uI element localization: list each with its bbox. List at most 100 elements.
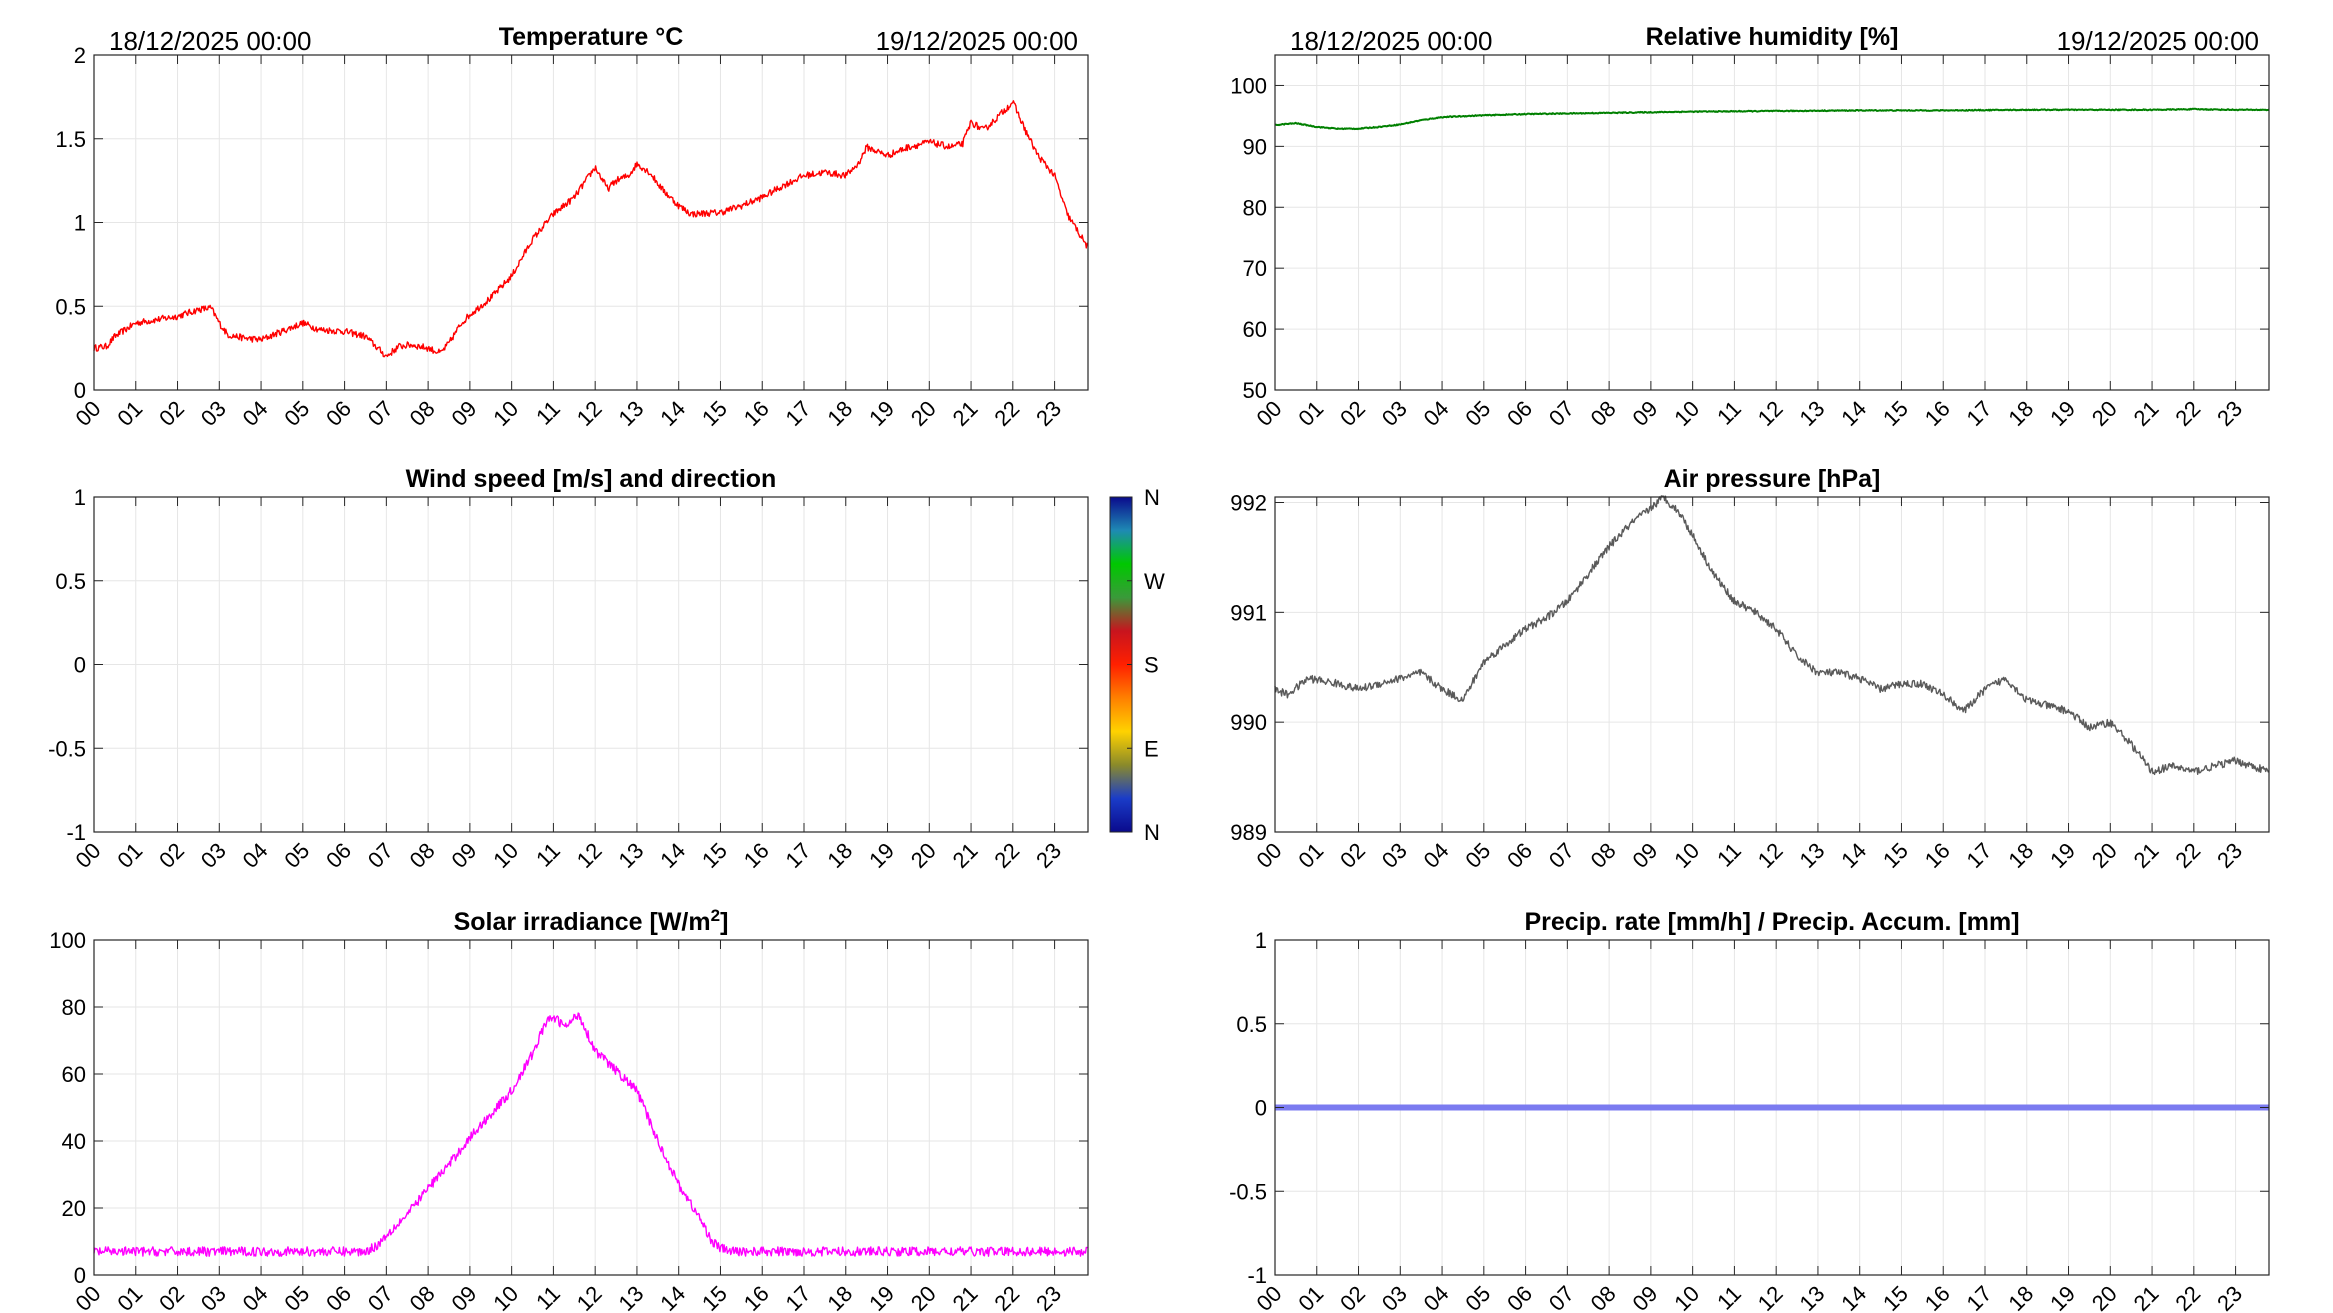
wind-x-tick-label: 06 bbox=[321, 838, 356, 873]
temperature-x-tick-label: 09 bbox=[446, 396, 481, 431]
wind-x-tick-label: 11 bbox=[531, 838, 565, 872]
humidity-axes-frame bbox=[1274, 54, 2270, 391]
humidity-x-tick-label: 13 bbox=[1794, 396, 1829, 431]
precip-title: Precip. rate [mm/h] / Precip. Accum. [mm… bbox=[1524, 908, 2019, 936]
temperature-x-tick-label: 06 bbox=[321, 396, 356, 431]
solar-x-tick-label: 09 bbox=[446, 1281, 481, 1313]
humidity-x-tick-label: 18 bbox=[2003, 396, 2038, 431]
pressure-plot-area bbox=[1275, 497, 2269, 832]
precip-x-tick-label: 21 bbox=[2129, 1281, 2164, 1313]
pressure-x-tick-label: 12 bbox=[1753, 838, 1788, 873]
wind-x-tick-label: 03 bbox=[196, 838, 231, 873]
pressure-y-tick-label: 989 bbox=[1230, 820, 1267, 845]
temperature-x-tick-label: 17 bbox=[781, 396, 816, 431]
precip-x-tick-label: 07 bbox=[1544, 1281, 1579, 1313]
solar-x-tick-label: 14 bbox=[655, 1281, 690, 1313]
wind-y-tick-label: -0.5 bbox=[48, 736, 86, 761]
solar-series-line bbox=[93, 1012, 1089, 1257]
pressure-y-tick-label: 992 bbox=[1230, 490, 1267, 515]
precip-x-tick-label: 10 bbox=[1669, 1281, 1704, 1313]
precip-x-tick-label: 03 bbox=[1377, 1281, 1412, 1313]
temperature-x-tick-label: 12 bbox=[572, 396, 607, 431]
precip-y-tick-label: 0.5 bbox=[1236, 1012, 1267, 1037]
solar-x-tick-label: 08 bbox=[405, 1281, 440, 1313]
temperature-series-line bbox=[93, 100, 1089, 358]
temperature-x-tick-label: 07 bbox=[363, 396, 398, 431]
pressure-y-tick-label: 990 bbox=[1230, 710, 1267, 735]
temperature-x-tick-label: 15 bbox=[697, 396, 732, 431]
solar-y-tick-label: 60 bbox=[62, 1062, 86, 1087]
precip-x-tick-label: 08 bbox=[1586, 1281, 1621, 1313]
precip-y-tick-label: -0.5 bbox=[1229, 1179, 1267, 1204]
humidity-x-tick-label: 23 bbox=[2212, 396, 2247, 431]
humidity-x-tick-label: 17 bbox=[1962, 396, 1997, 431]
humidity-x-tick-label: 16 bbox=[1920, 396, 1955, 431]
solar-x-tick-label: 02 bbox=[154, 1281, 189, 1313]
pressure-x-tick-label: 02 bbox=[1335, 838, 1370, 873]
wind-x-tick-label: 20 bbox=[906, 838, 941, 873]
wind-x-tick-label: 21 bbox=[948, 838, 983, 873]
pressure-chart: 00 01 02 03 04 05 06 07 08 09 10 11 12 13 14 15 16 17 18 19… bbox=[1230, 465, 2270, 873]
precip-x-tick-label: 18 bbox=[2003, 1281, 2038, 1313]
pressure-x-tick-label: 05 bbox=[1460, 838, 1495, 873]
humidity-date-right: 19/12/2025 00:00 bbox=[2057, 26, 2259, 56]
humidity-x-tick-label: 12 bbox=[1753, 396, 1788, 431]
solar-x-tick-label: 12 bbox=[572, 1281, 607, 1313]
precip-chart: 00 01 02 03 04 05 06 07 08 09 10 11 12 13 14 15 16 17 18 19… bbox=[1229, 908, 2270, 1313]
humidity-x-tick-label: 04 bbox=[1419, 396, 1454, 431]
solar-plot-area bbox=[94, 940, 1088, 1275]
solar-axes-frame bbox=[93, 939, 1089, 1276]
temperature-x-tick-label: 21 bbox=[948, 396, 983, 431]
solar-x-tick-label: 01 bbox=[112, 1281, 147, 1313]
wind-x-tick-label: 16 bbox=[739, 838, 774, 873]
precip-y-tick-label: -1 bbox=[1247, 1263, 1267, 1288]
solar-x-tick-label: 11 bbox=[531, 1281, 565, 1313]
humidity-y-tick-label: 60 bbox=[1243, 317, 1267, 342]
wind-x-tick-label: 08 bbox=[405, 838, 440, 873]
colorbar-label: N bbox=[1144, 485, 1160, 510]
precip-x-tick-label: 15 bbox=[1878, 1281, 1913, 1313]
solar-x-tick-label: 13 bbox=[613, 1281, 648, 1313]
solar-chart: 00 01 02 03 04 05 06 07 08 09 10 11 12 13 14 15 16 17 18 19… bbox=[49, 906, 1089, 1313]
wind-x-tick-label: 14 bbox=[655, 838, 690, 873]
solar-x-tick-label: 15 bbox=[697, 1281, 732, 1313]
wind-x-tick-label: 05 bbox=[279, 838, 314, 873]
pressure-x-tick-label: 08 bbox=[1586, 838, 1621, 873]
colorbar-label: S bbox=[1144, 653, 1159, 678]
temperature-date-left: 18/12/2025 00:00 bbox=[109, 26, 311, 56]
humidity-x-tick-label: 07 bbox=[1544, 396, 1579, 431]
wind-x-tick-label: 19 bbox=[864, 838, 899, 873]
humidity-x-tick-label: 09 bbox=[1627, 396, 1662, 431]
wind-y-tick-label: 0 bbox=[74, 653, 86, 678]
temperature-x-tick-label: 01 bbox=[112, 396, 147, 431]
wind-y-tick-label: -1 bbox=[66, 820, 86, 845]
humidity-y-tick-label: 80 bbox=[1243, 195, 1267, 220]
pressure-x-tick-label: 01 bbox=[1293, 838, 1328, 873]
precip-x-tick-label: 17 bbox=[1962, 1281, 1997, 1313]
solar-y-tick-label: 20 bbox=[62, 1196, 86, 1221]
pressure-axes-frame bbox=[1274, 496, 2270, 833]
solar-y-tick-label: 80 bbox=[62, 995, 86, 1020]
temperature-x-tick-label: 11 bbox=[531, 396, 565, 430]
temperature-x-tick-label: 20 bbox=[906, 396, 941, 431]
solar-x-tick-label: 17 bbox=[781, 1281, 816, 1313]
precip-x-tick-label: 09 bbox=[1627, 1281, 1662, 1313]
precip-y-tick-label: 1 bbox=[1255, 928, 1267, 953]
precip-y-tick-label: 0 bbox=[1255, 1096, 1267, 1121]
pressure-title: Air pressure [hPa] bbox=[1664, 465, 1881, 493]
temperature-y-tick-label: 2 bbox=[74, 43, 86, 68]
humidity-plot-area bbox=[1275, 55, 2269, 390]
temperature-x-tick-label: 14 bbox=[655, 396, 690, 431]
pressure-x-tick-label: 07 bbox=[1544, 838, 1579, 873]
pressure-x-tick-label: 06 bbox=[1502, 838, 1537, 873]
wind-chart: 00 01 02 03 04 05 06 07 08 09 10 11 12 13 14 15 16 17 18 19… bbox=[48, 465, 1165, 873]
temperature-x-tick-label: 10 bbox=[488, 396, 523, 431]
solar-x-tick-label: 03 bbox=[196, 1281, 231, 1313]
solar-x-tick-label: 06 bbox=[321, 1281, 356, 1313]
precip-x-tick-label: 04 bbox=[1419, 1281, 1454, 1313]
humidity-x-tick-label: 03 bbox=[1377, 396, 1412, 431]
pressure-x-tick-label: 11 bbox=[1712, 838, 1746, 872]
temperature-y-tick-label: 1 bbox=[74, 211, 86, 236]
wind-x-tick-label: 17 bbox=[781, 838, 816, 873]
